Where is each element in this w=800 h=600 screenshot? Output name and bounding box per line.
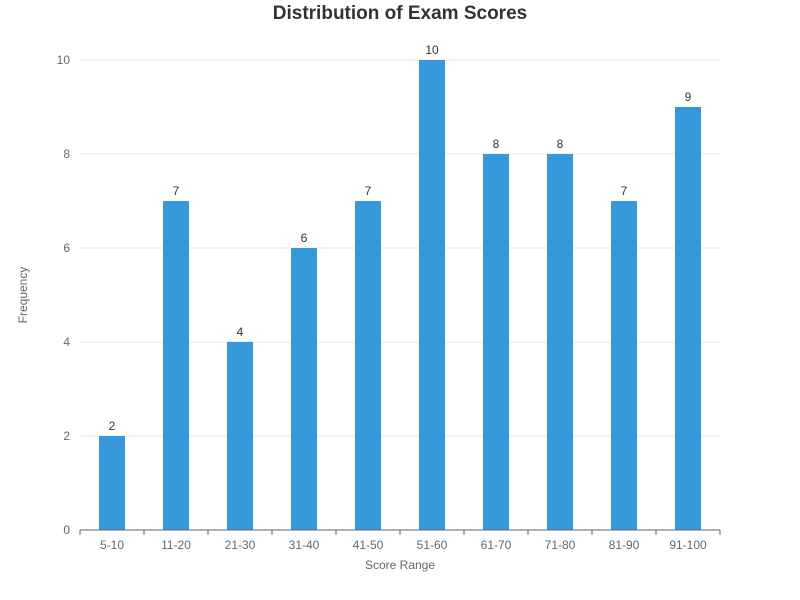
bar[interactable] — [291, 248, 317, 530]
x-tick-label: 91-100 — [669, 538, 707, 552]
data-label: 9 — [685, 90, 692, 104]
x-tick-label: 41-50 — [353, 538, 384, 552]
data-label: 8 — [557, 137, 564, 151]
y-axis-ticks: 0 2 4 6 8 10 — [57, 53, 71, 537]
bars — [99, 60, 701, 530]
y-tick-label: 0 — [63, 523, 70, 537]
bar[interactable] — [483, 154, 509, 530]
y-tick-label: 10 — [57, 53, 71, 67]
bar[interactable] — [99, 436, 125, 530]
bar[interactable] — [611, 201, 637, 530]
y-tick-label: 2 — [63, 429, 70, 443]
x-tick-label: 5-10 — [100, 538, 124, 552]
data-label: 10 — [425, 43, 439, 57]
x-tick-label: 11-20 — [161, 538, 191, 552]
data-labels: 2 7 4 6 7 10 8 8 7 9 — [109, 43, 692, 433]
x-tick-label: 81-90 — [609, 538, 640, 552]
y-tick-label: 8 — [63, 147, 70, 161]
data-label: 7 — [173, 184, 180, 198]
data-label: 7 — [621, 184, 628, 198]
y-axis-title: Frequency — [16, 267, 30, 324]
x-axis-title: Score Range — [365, 558, 435, 572]
x-tick-label: 21-30 — [225, 538, 256, 552]
x-axis: 5-10 11-20 21-30 31-40 41-50 51-60 61-70 71-80 8… — [79, 529, 721, 552]
data-label: 7 — [365, 184, 372, 198]
chart-title: Distribution of Exam Scores — [273, 3, 527, 24]
x-tick-label: 71-80 — [545, 538, 576, 552]
x-tick-label: 51-60 — [417, 538, 448, 552]
bar[interactable] — [675, 107, 701, 530]
bar[interactable] — [419, 60, 445, 530]
x-tick-label: 61-70 — [481, 538, 512, 552]
data-label: 8 — [493, 137, 500, 151]
bar[interactable] — [227, 342, 253, 530]
data-label: 4 — [237, 325, 244, 339]
y-tick-label: 4 — [63, 335, 70, 349]
x-tick-label: 31-40 — [289, 538, 320, 552]
bar[interactable] — [355, 201, 381, 530]
data-label: 2 — [109, 419, 116, 433]
y-tick-label: 6 — [63, 241, 70, 255]
bar[interactable] — [547, 154, 573, 530]
data-label: 6 — [301, 231, 308, 245]
bar[interactable] — [163, 201, 189, 530]
